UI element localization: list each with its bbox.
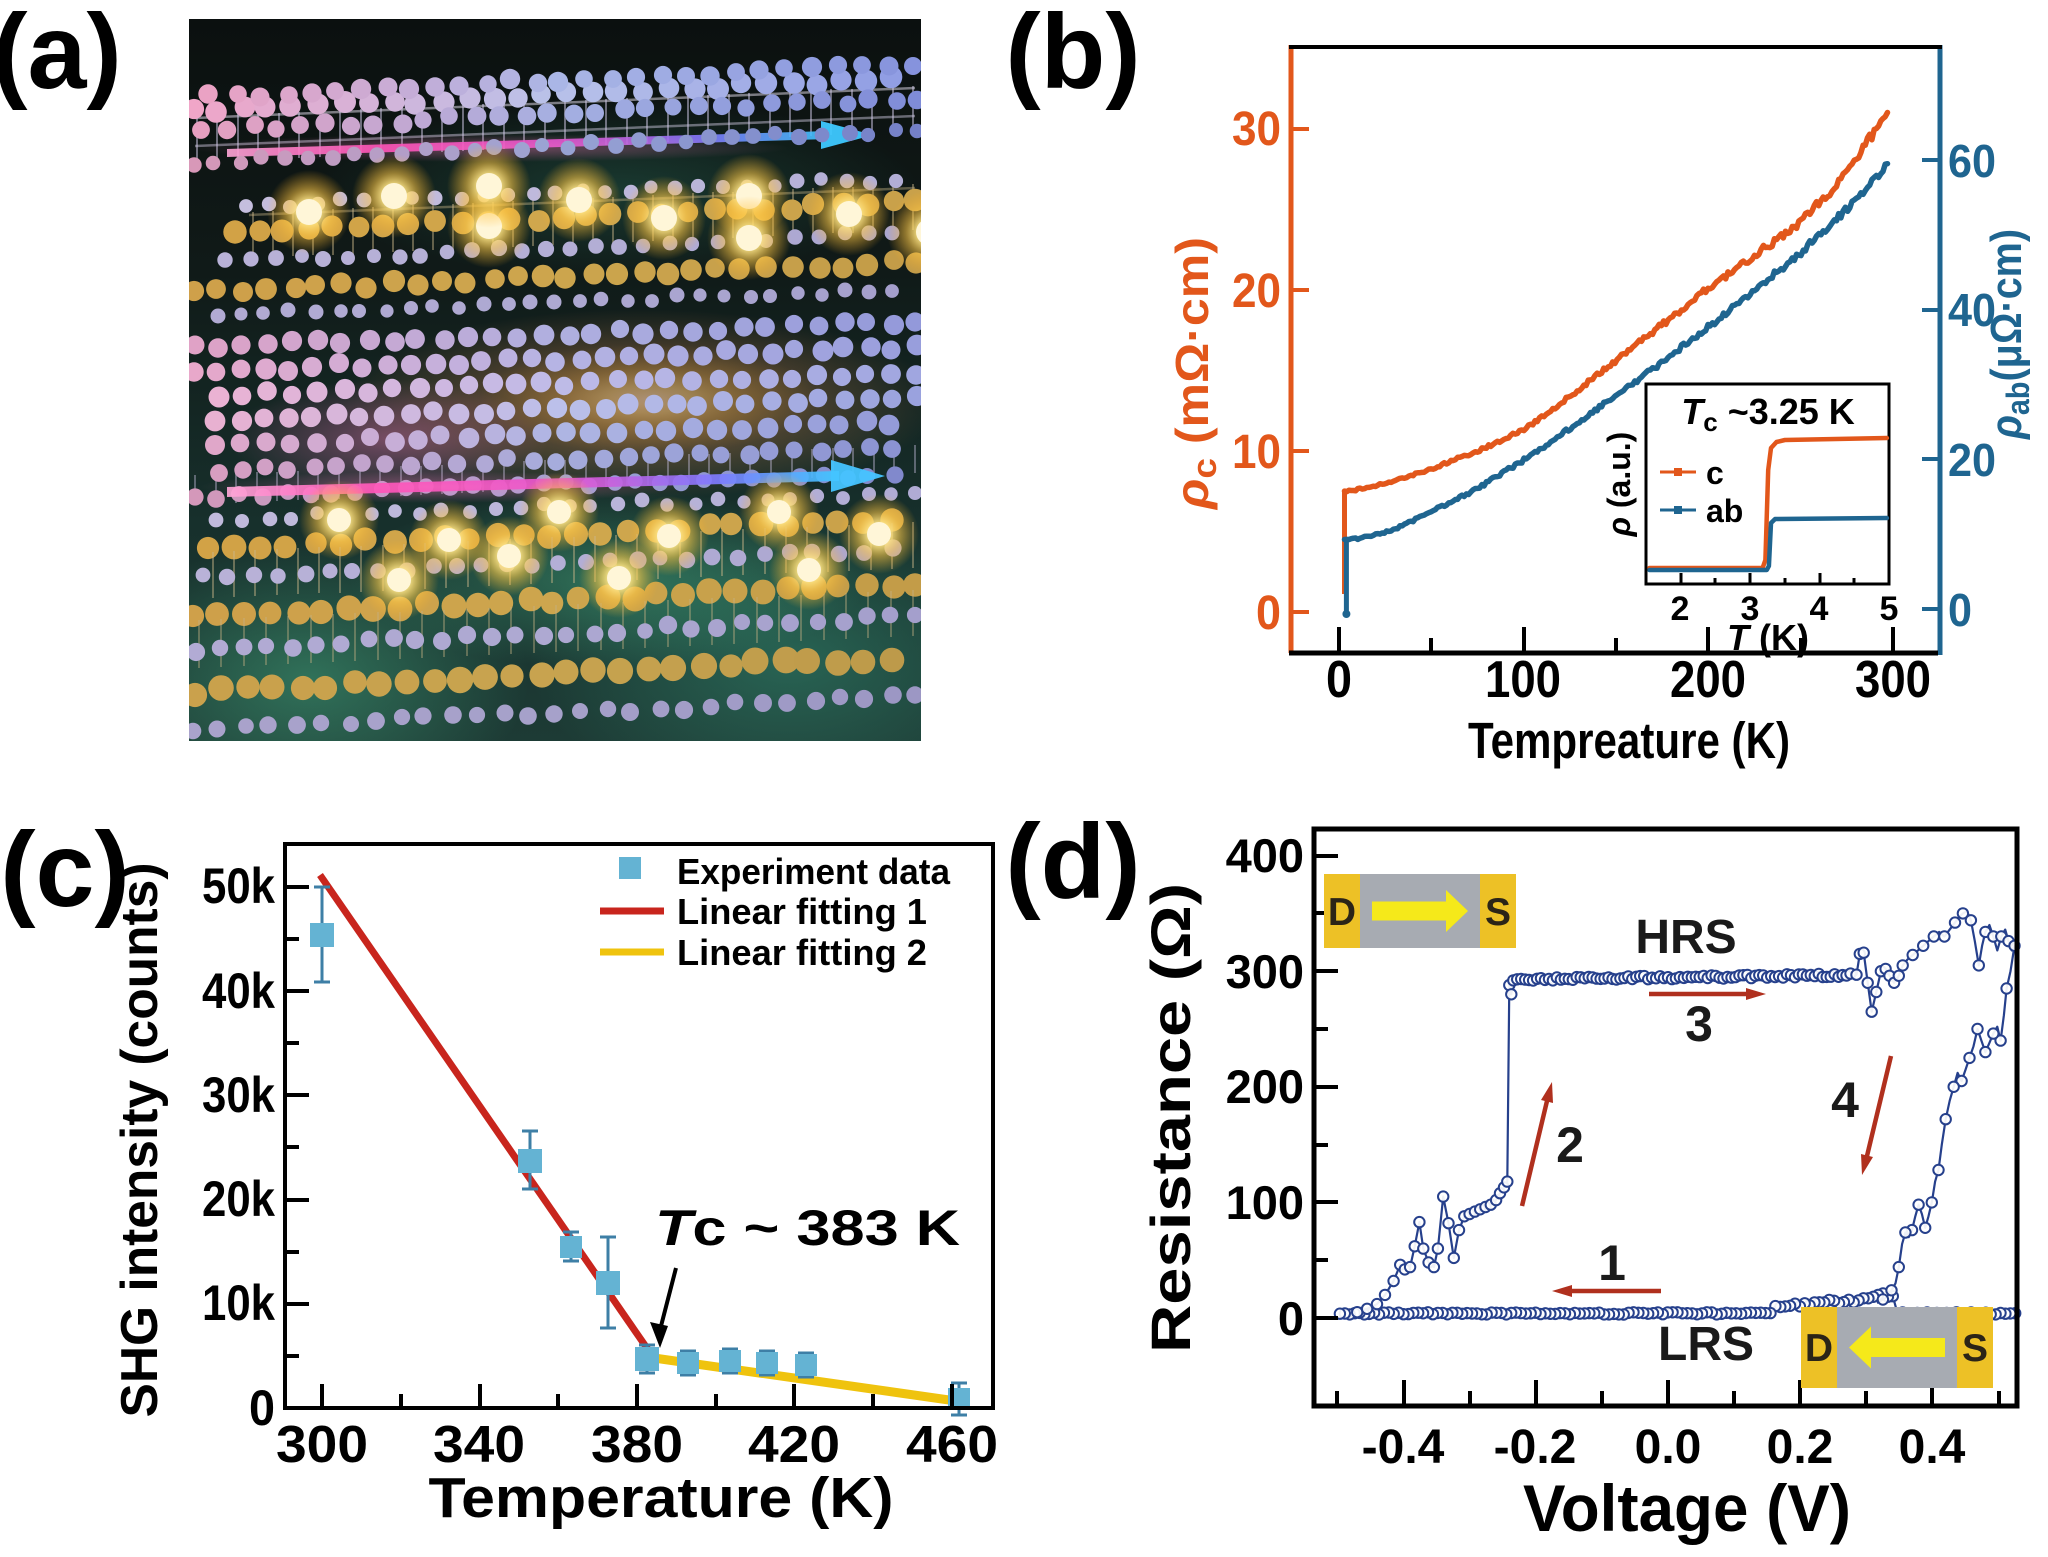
svg-text:Tc ~ 383 K: Tc ~ 383 K (655, 1200, 960, 1256)
svg-text:ρ (a.u.): ρ (a.u.) (1601, 432, 1637, 538)
svg-text:340: 340 (433, 1416, 525, 1474)
svg-text:200: 200 (1226, 1060, 1304, 1113)
svg-text:2: 2 (1671, 590, 1690, 628)
svg-text:Resistance (Ω): Resistance (Ω) (1139, 883, 1202, 1353)
svg-text:ab: ab (1706, 493, 1743, 529)
svg-text:(c): (c) (0, 811, 130, 929)
svg-text:LRS: LRS (1658, 1318, 1754, 1371)
svg-text:300: 300 (276, 1416, 368, 1474)
svg-text:0: 0 (1326, 651, 1352, 709)
svg-text:300: 300 (1855, 651, 1931, 709)
svg-text:10k: 10k (202, 1275, 275, 1331)
svg-text:0.4: 0.4 (1899, 1421, 1966, 1474)
svg-text:0: 0 (249, 1380, 275, 1436)
svg-text:Tempreature (K): Tempreature (K) (1468, 712, 1790, 769)
svg-text:300: 300 (1226, 945, 1304, 998)
svg-text:2: 2 (1556, 1117, 1584, 1173)
svg-text:0: 0 (1256, 587, 1281, 640)
svg-text:T (K): T (K) (1727, 617, 1809, 658)
svg-text:40: 40 (1948, 284, 1996, 336)
svg-text:(b): (b) (1005, 0, 1140, 111)
svg-text:100: 100 (1226, 1176, 1304, 1229)
svg-text:S: S (1485, 891, 1511, 934)
svg-text:Linear fitting 1: Linear fitting 1 (677, 891, 927, 932)
svg-text:5: 5 (1880, 590, 1899, 628)
svg-text:10: 10 (1232, 426, 1281, 479)
svg-text:30k: 30k (202, 1067, 275, 1123)
svg-text:S: S (1962, 1327, 1988, 1370)
svg-text:3: 3 (1741, 590, 1760, 628)
svg-text:20: 20 (1948, 434, 1996, 486)
svg-text:460: 460 (906, 1416, 998, 1474)
svg-text:Temperature (K): Temperature (K) (429, 1466, 894, 1530)
svg-text:HRS: HRS (1635, 911, 1736, 964)
svg-text:D: D (1805, 1327, 1833, 1370)
svg-text:400: 400 (1226, 829, 1304, 882)
svg-text:40k: 40k (202, 963, 275, 1019)
svg-text:Linear fitting 2: Linear fitting 2 (677, 932, 927, 973)
svg-text:60: 60 (1948, 135, 1996, 187)
svg-text:0.2: 0.2 (1767, 1421, 1834, 1474)
svg-text:420: 420 (748, 1416, 840, 1474)
svg-text:ρab(μΩ·cm): ρab(μΩ·cm) (1982, 229, 2036, 441)
svg-text:100: 100 (1485, 651, 1561, 709)
svg-text:20: 20 (1232, 265, 1281, 318)
svg-text:c: c (1706, 455, 1724, 491)
svg-text:0.0: 0.0 (1635, 1421, 1702, 1474)
svg-text:4: 4 (1831, 1072, 1859, 1128)
svg-text:20k: 20k (202, 1171, 275, 1227)
svg-text:D: D (1328, 891, 1356, 934)
svg-text:50k: 50k (202, 858, 275, 914)
svg-text:3: 3 (1685, 996, 1713, 1052)
svg-text:(a): (a) (0, 0, 122, 111)
svg-text:Experiment data: Experiment data (677, 851, 951, 892)
svg-text:SHG intensity (counts): SHG intensity (counts) (111, 863, 169, 1418)
svg-text:(d): (d) (1005, 803, 1140, 921)
svg-text:-0.4: -0.4 (1362, 1421, 1445, 1474)
svg-text:4: 4 (1810, 590, 1829, 628)
svg-text:-0.2: -0.2 (1494, 1421, 1577, 1474)
svg-text:Tc ~3.25 K: Tc ~3.25 K (1681, 391, 1855, 437)
svg-text:Voltage (V): Voltage (V) (1523, 1471, 1851, 1545)
svg-text:30: 30 (1232, 103, 1281, 156)
svg-text:1: 1 (1598, 1235, 1626, 1291)
svg-text:0: 0 (1278, 1292, 1304, 1345)
svg-text:ρc (mΩ·cm): ρc (mΩ·cm) (1166, 237, 1224, 511)
svg-text:200: 200 (1670, 651, 1746, 709)
svg-text:380: 380 (591, 1416, 683, 1474)
svg-text:0: 0 (1948, 584, 1972, 636)
